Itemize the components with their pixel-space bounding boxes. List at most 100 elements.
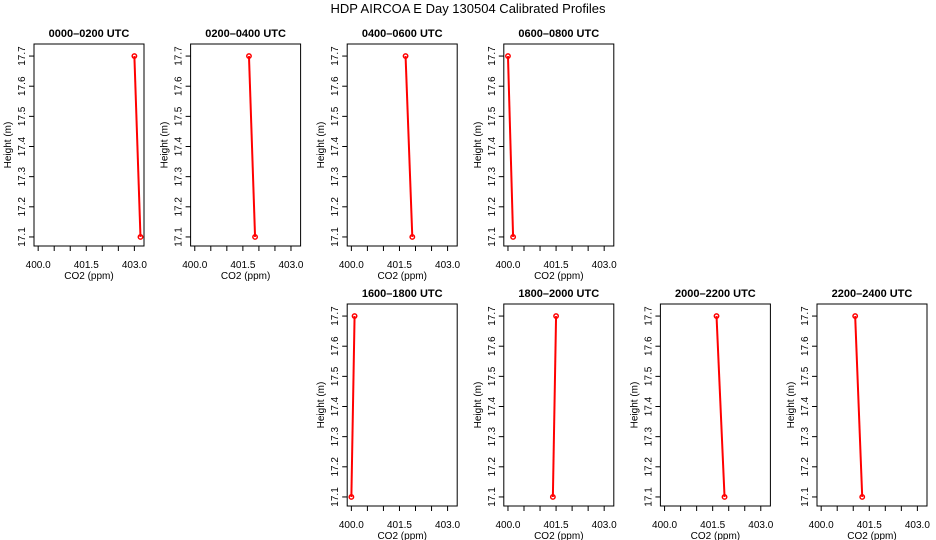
data-point	[852, 313, 859, 320]
x-tick-label: 400.0	[495, 520, 520, 531]
y-tick-label: 17.5	[174, 106, 185, 126]
x-tick-label: 400.0	[652, 520, 677, 531]
y-tick-label: 17.3	[487, 426, 498, 446]
plot-frame	[659, 303, 771, 507]
y-tick-label: 17.5	[643, 366, 654, 386]
y-tick-label: 17.2	[330, 197, 341, 217]
profile-line	[350, 316, 356, 497]
plot-frame	[346, 303, 458, 507]
x-tick-label: 401.5	[387, 260, 412, 271]
y-tick-label: 17.1	[487, 227, 498, 247]
profile-line	[506, 56, 515, 237]
data-point	[549, 494, 556, 500]
data-point	[553, 313, 560, 320]
panel-title: 1600–1800 UTC	[362, 288, 443, 300]
x-tick-label: 403.0	[278, 260, 303, 271]
x-tick-label: 401.5	[74, 260, 99, 271]
data-point	[348, 494, 355, 500]
chart-panel: 1800–2000 UTC 400.0 401.5 403.0 CO2 (ppm) 17.…	[473, 288, 617, 540]
y-tick-label: 17.3	[330, 166, 341, 186]
y-axis-label: Height (m)	[160, 122, 171, 169]
y-tick-label: 17.3	[330, 426, 341, 446]
plot-frame	[33, 43, 145, 247]
y-tick-label: 17.6	[174, 76, 185, 96]
y-tick-label: 17.5	[330, 106, 341, 126]
data-point	[505, 53, 511, 60]
plot-frame	[503, 303, 615, 507]
profile-line	[133, 56, 142, 237]
y-tick-label: 17.2	[174, 197, 185, 217]
y-tick-label: 17.2	[17, 197, 28, 217]
data-point	[137, 234, 144, 240]
y-tick-label: 17.5	[330, 366, 341, 386]
y-axis-label: Height (m)	[473, 382, 484, 429]
y-tick-label: 17.1	[174, 227, 185, 247]
x-axis-label: CO2 (ppm)	[691, 531, 740, 540]
plot-frame	[346, 43, 458, 247]
profile-line	[715, 316, 726, 497]
y-tick-label: 17.4	[174, 136, 185, 156]
y-tick-label: 17.6	[643, 336, 654, 356]
panel-title: 0200–0400 UTC	[205, 28, 286, 40]
data-point	[713, 313, 720, 320]
panel-title: 1800–2000 UTC	[518, 288, 599, 300]
y-tick-label: 17.7	[330, 46, 341, 66]
x-tick-label: 403.0	[435, 260, 460, 271]
x-tick-label: 400.0	[339, 260, 364, 271]
data-point	[402, 53, 409, 60]
y-tick-label: 17.3	[17, 166, 28, 186]
y-axis-label: Height (m)	[786, 382, 797, 429]
x-axis-label: CO2 (ppm)	[377, 271, 426, 282]
x-tick-label: 401.5	[544, 520, 569, 531]
chart-panel: 1600–1800 UTC 400.0 401.5 403.0 CO2 (ppm) 17.…	[316, 288, 460, 540]
y-tick-label: 17.3	[800, 426, 811, 446]
panel-title: 0000–0200 UTC	[49, 28, 130, 40]
y-tick-label: 17.1	[800, 487, 811, 507]
y-tick-label: 17.5	[17, 106, 28, 126]
y-tick-label: 17.2	[800, 457, 811, 477]
y-axis-label: Height (m)	[629, 382, 640, 429]
y-tick-label: 17.3	[174, 166, 185, 186]
x-tick-label: 400.0	[182, 260, 207, 271]
data-point	[859, 494, 866, 500]
y-tick-label: 17.4	[643, 396, 654, 416]
y-axis-label: Height (m)	[316, 382, 327, 429]
y-tick-label: 17.4	[330, 396, 341, 416]
x-tick-label: 401.5	[230, 260, 255, 271]
y-tick-label: 17.4	[330, 136, 341, 156]
x-tick-label: 403.0	[122, 260, 147, 271]
y-tick-label: 17.4	[17, 136, 28, 156]
profile-line	[247, 56, 257, 237]
x-axis-label: CO2 (ppm)	[534, 531, 583, 540]
y-tick-label: 17.6	[330, 76, 341, 96]
y-tick-label: 17.7	[17, 46, 28, 66]
x-axis-label: CO2 (ppm)	[377, 531, 426, 540]
x-tick-label: 403.0	[592, 520, 617, 531]
data-point	[131, 53, 138, 60]
y-tick-label: 17.4	[487, 396, 498, 416]
x-axis-label: CO2 (ppm)	[534, 271, 583, 282]
y-tick-label: 17.6	[17, 76, 28, 96]
plot-frame	[816, 303, 928, 507]
y-tick-label: 17.1	[330, 487, 341, 507]
chart-panel: 2200–2400 UTC 400.0 401.5 403.0 CO2 (ppm) 17.…	[786, 288, 930, 540]
data-point	[510, 234, 517, 240]
y-tick-label: 17.6	[487, 336, 498, 356]
chart-panel: 2000–2200 UTC 400.0 401.5 403.0 CO2 (ppm) 17.…	[629, 288, 773, 540]
x-tick-label: 401.5	[387, 520, 412, 531]
data-point	[351, 313, 358, 320]
y-tick-label: 17.2	[330, 457, 341, 477]
x-tick-label: 401.5	[700, 520, 725, 531]
y-tick-label: 17.4	[800, 396, 811, 416]
chart-panel: 0400–0600 UTC 400.0 401.5 403.0 CO2 (ppm) 17.…	[316, 28, 460, 282]
panel-title: 2000–2200 UTC	[675, 288, 756, 300]
y-tick-label: 17.7	[643, 306, 654, 326]
x-tick-label: 403.0	[905, 520, 930, 531]
x-axis-label: CO2 (ppm)	[847, 531, 896, 540]
x-tick-label: 403.0	[592, 260, 617, 271]
chart-panel: 0600–0800 UTC 400.0 401.5 403.0 CO2 (ppm) 17.…	[473, 28, 617, 282]
y-tick-label: 17.6	[330, 336, 341, 356]
y-axis-label: Height (m)	[316, 122, 327, 169]
y-tick-label: 17.7	[174, 46, 185, 66]
